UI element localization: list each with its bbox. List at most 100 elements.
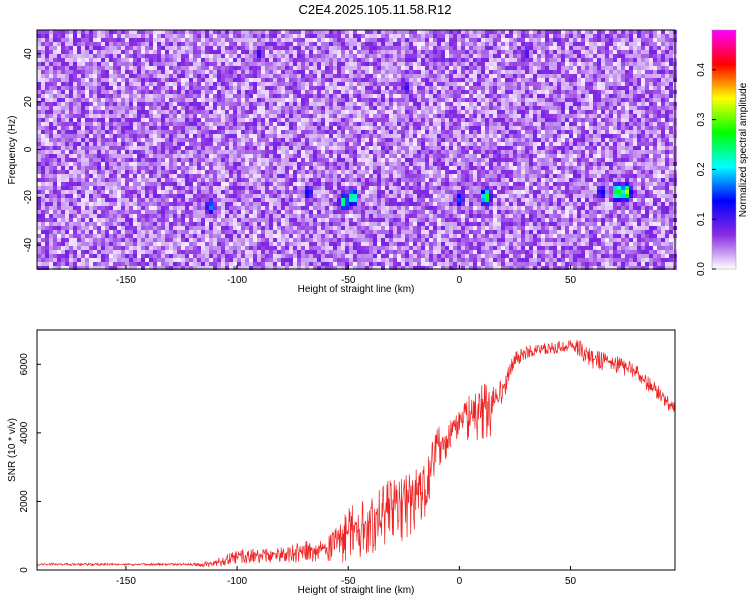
heatmap-cell bbox=[413, 66, 417, 70]
heatmap-cell bbox=[617, 118, 621, 122]
heatmap-cell bbox=[413, 118, 417, 122]
heatmap-cell bbox=[253, 106, 257, 110]
heatmap-cell bbox=[405, 54, 409, 58]
heatmap-cell bbox=[393, 34, 397, 38]
heatmap-cell bbox=[657, 126, 661, 130]
heatmap-cell bbox=[481, 102, 485, 106]
heatmap-cell bbox=[321, 106, 325, 110]
heatmap-cell bbox=[241, 106, 245, 110]
heatmap-cell bbox=[641, 70, 645, 74]
heatmap-cell bbox=[265, 134, 269, 138]
heatmap-cell bbox=[141, 90, 145, 94]
heatmap-cell bbox=[341, 114, 345, 118]
heatmap-cell bbox=[125, 146, 129, 150]
heatmap-cell bbox=[309, 114, 313, 118]
heatmap-cell bbox=[233, 50, 237, 54]
heatmap-cell bbox=[661, 66, 665, 70]
heatmap-cell bbox=[209, 130, 213, 134]
heatmap-cell bbox=[341, 98, 345, 102]
heatmap-cell bbox=[333, 102, 337, 106]
heatmap-cell bbox=[321, 90, 325, 94]
heatmap-cell bbox=[209, 74, 213, 78]
heatmap-cell bbox=[353, 98, 357, 102]
heatmap-cell bbox=[525, 118, 529, 122]
heatmap-cell bbox=[145, 46, 149, 50]
heatmap-cell bbox=[193, 38, 197, 42]
heatmap-cell bbox=[141, 82, 145, 86]
heatmap-cell bbox=[277, 130, 281, 134]
heatmap-cell bbox=[549, 94, 553, 98]
heatmap-cell bbox=[489, 142, 493, 146]
heatmap-cell bbox=[257, 34, 261, 38]
heatmap-cell bbox=[565, 114, 569, 118]
heatmap-cell bbox=[49, 118, 53, 122]
heatmap-cell bbox=[537, 118, 541, 122]
heatmap-cell bbox=[421, 118, 425, 122]
heatmap-cell bbox=[661, 106, 665, 110]
heatmap-cell bbox=[125, 126, 129, 130]
heatmap-cell bbox=[573, 90, 577, 94]
heatmap-cell bbox=[301, 122, 305, 126]
heatmap-cell bbox=[377, 42, 381, 46]
heatmap-cell bbox=[257, 122, 261, 126]
heatmap-cell bbox=[73, 146, 77, 150]
heatmap-cell bbox=[161, 86, 165, 90]
heatmap-cell bbox=[581, 62, 585, 66]
heatmap-cell bbox=[581, 126, 585, 130]
heatmap-cell bbox=[369, 126, 373, 130]
heatmap-cell bbox=[117, 114, 121, 118]
heatmap-cell bbox=[269, 42, 273, 46]
heatmap-cell bbox=[161, 122, 165, 126]
heatmap-cell bbox=[613, 150, 617, 154]
heatmap-cell bbox=[245, 126, 249, 130]
heatmap-cell bbox=[157, 110, 161, 114]
heatmap-cell bbox=[361, 70, 365, 74]
heatmap-cell bbox=[637, 70, 641, 74]
heatmap-cell bbox=[85, 38, 89, 42]
heatmap-cell bbox=[89, 126, 93, 130]
heatmap-cell bbox=[237, 70, 241, 74]
heatmap-cell bbox=[237, 34, 241, 38]
heatmap-cell bbox=[637, 102, 641, 106]
heatmap-cell bbox=[553, 106, 557, 110]
heatmap-cell bbox=[265, 78, 269, 82]
heatmap-cell bbox=[69, 126, 73, 130]
heatmap-cell bbox=[425, 66, 429, 70]
heatmap-cell bbox=[633, 86, 637, 90]
heatmap-cell bbox=[137, 62, 141, 66]
heatmap-cell bbox=[113, 154, 117, 158]
heatmap-cell bbox=[661, 78, 665, 82]
heatmap-cell bbox=[505, 102, 509, 106]
heatmap-cell bbox=[261, 62, 265, 66]
heatmap-cell bbox=[57, 106, 61, 110]
heatmap-cell bbox=[201, 58, 205, 62]
heatmap-cell bbox=[293, 114, 297, 118]
heatmap-cell bbox=[473, 118, 477, 122]
heatmap-cell bbox=[305, 74, 309, 78]
heatmap-cell bbox=[477, 70, 481, 74]
heatmap-cell bbox=[281, 30, 285, 34]
heatmap-cell bbox=[469, 110, 473, 114]
heatmap-cell bbox=[605, 90, 609, 94]
heatmap-cell bbox=[493, 146, 497, 150]
heatmap-cell bbox=[273, 78, 277, 82]
heatmap-cell bbox=[357, 134, 361, 138]
heatmap-cell bbox=[537, 134, 541, 138]
heatmap-cell bbox=[101, 38, 105, 42]
heatmap-cell bbox=[201, 74, 205, 78]
heatmap-cell bbox=[385, 62, 389, 66]
heatmap-cell bbox=[369, 66, 373, 70]
heatmap-cell bbox=[197, 150, 201, 154]
heatmap-cell bbox=[513, 130, 517, 134]
heatmap-cell bbox=[85, 122, 89, 126]
heatmap-cell bbox=[69, 146, 73, 150]
heatmap-cell bbox=[657, 30, 661, 34]
heatmap-cell bbox=[365, 102, 369, 106]
heatmap-cell bbox=[397, 102, 401, 106]
heatmap-cell bbox=[209, 50, 213, 54]
heatmap-cell bbox=[405, 114, 409, 118]
heatmap-cell bbox=[261, 126, 265, 130]
heatmap-cell bbox=[177, 70, 181, 74]
heatmap-cell bbox=[609, 34, 613, 38]
heatmap-cell bbox=[297, 102, 301, 106]
